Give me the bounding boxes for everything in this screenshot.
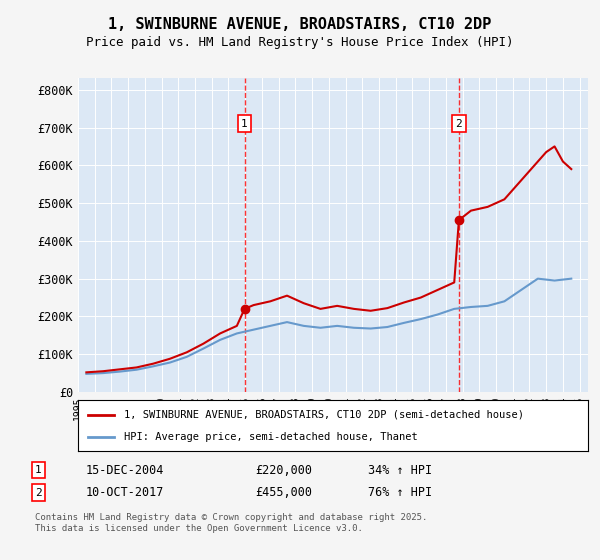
Text: 1: 1 [35, 465, 41, 475]
Text: 2: 2 [35, 488, 41, 498]
Text: Price paid vs. HM Land Registry's House Price Index (HPI): Price paid vs. HM Land Registry's House … [86, 36, 514, 49]
Text: 10-OCT-2017: 10-OCT-2017 [86, 486, 164, 499]
Text: 76% ↑ HPI: 76% ↑ HPI [368, 486, 432, 499]
Text: 1, SWINBURNE AVENUE, BROADSTAIRS, CT10 2DP (semi-detached house): 1, SWINBURNE AVENUE, BROADSTAIRS, CT10 2… [124, 409, 524, 419]
Text: 34% ↑ HPI: 34% ↑ HPI [368, 464, 432, 477]
Text: £220,000: £220,000 [255, 464, 312, 477]
Text: 1, SWINBURNE AVENUE, BROADSTAIRS, CT10 2DP: 1, SWINBURNE AVENUE, BROADSTAIRS, CT10 2… [109, 17, 491, 32]
Text: 15-DEC-2004: 15-DEC-2004 [86, 464, 164, 477]
Text: 1: 1 [241, 119, 248, 129]
Text: £455,000: £455,000 [255, 486, 312, 499]
Text: Contains HM Land Registry data © Crown copyright and database right 2025.
This d: Contains HM Land Registry data © Crown c… [35, 513, 427, 533]
Text: HPI: Average price, semi-detached house, Thanet: HPI: Average price, semi-detached house,… [124, 432, 418, 442]
Text: 2: 2 [455, 119, 462, 129]
